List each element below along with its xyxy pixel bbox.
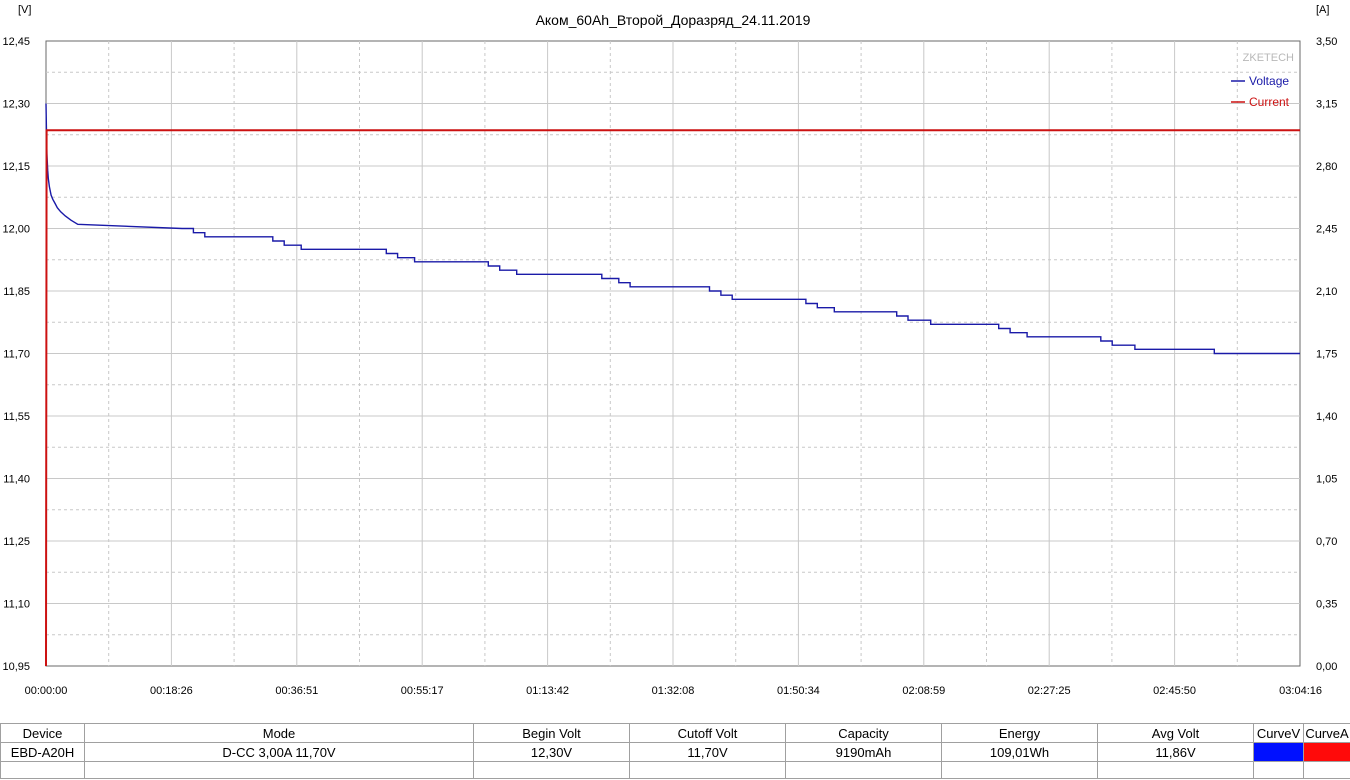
- header-mode: Mode: [84, 723, 474, 743]
- y-right-tick-label: 1,40: [1316, 411, 1337, 423]
- cell-cutoff-volt: 11,70V: [629, 742, 786, 762]
- y-right-tick-label: 3,50: [1316, 36, 1337, 48]
- watermark: ZKETECH: [1243, 52, 1294, 64]
- y-left-tick-label: 12,45: [2, 36, 30, 48]
- y-left-tick-label: 12,00: [2, 224, 30, 236]
- y-left-tick-label: 11,55: [3, 411, 30, 423]
- y-right-tick-label: 1,75: [1316, 349, 1337, 361]
- header-curve-v: CurveV: [1253, 723, 1304, 743]
- curve-voltage-swatch[interactable]: [1253, 742, 1304, 762]
- cell-device: EBD-A20H: [0, 742, 85, 762]
- x-tick-labels: 00:00:00 00:18:26 00:36:51 00:55:17 01:13:42…: [25, 685, 1322, 697]
- curve-current-swatch[interactable]: [1303, 742, 1350, 762]
- table-row[interactable]: EBD-A20H D-CC 3,00A 11,70V 12,30V 11,70V…: [0, 742, 1350, 762]
- cell-energy: 109,01Wh: [941, 742, 1098, 762]
- x-tick-label: 01:13:42: [526, 685, 569, 697]
- legend-current-label: Current: [1249, 95, 1290, 109]
- y-right-tick-labels: 3,50 3,15 2,80 2,45 2,10 1,75 1,40 1,05 0,70 0,35…: [1316, 36, 1337, 673]
- header-capacity: Capacity: [785, 723, 942, 743]
- y-right-tick-label: 2,10: [1316, 286, 1337, 298]
- cell-capacity: 9190mAh: [785, 742, 942, 762]
- cell-mode: D-CC 3,00A 11,70V: [84, 742, 474, 762]
- y-right-tick-label: 0,35: [1316, 599, 1337, 611]
- discharge-chart: 12,45 12,30 12,15 12,00 11,85 11,70 11,55 11,40…: [2, 4, 1337, 697]
- y-right-tick-label: 0,00: [1316, 661, 1337, 673]
- voltage-series-line: [45, 103, 1300, 355]
- y-right-tick-label: 2,45: [1316, 224, 1337, 236]
- y-right-tick-label: 1,05: [1316, 474, 1337, 486]
- y-left-unit: [V]: [18, 4, 31, 16]
- x-tick-label: 03:04:16: [1279, 685, 1322, 697]
- chart-title: Аком_60Ah_Второй_Доразряд_24.11.2019: [536, 12, 811, 28]
- current-series-line: [45, 129, 1300, 667]
- header-cutoff-volt: Cutoff Volt: [629, 723, 786, 743]
- table-header-row: Device Mode Begin Volt Cutoff Volt Capac…: [0, 723, 1350, 743]
- series-lines: [45, 103, 1300, 667]
- y-left-tick-label: 11,25: [3, 536, 30, 548]
- y-left-tick-label: 12,15: [2, 161, 30, 173]
- y-right-tick-label: 3,15: [1316, 99, 1337, 111]
- y-left-tick-label: 10,95: [2, 661, 30, 673]
- x-tick-label: 00:36:51: [275, 685, 318, 697]
- y-right-unit: [A]: [1316, 4, 1329, 16]
- y-left-tick-label: 11,40: [3, 474, 30, 486]
- header-avg-volt: Avg Volt: [1097, 723, 1254, 743]
- grid-lines: [46, 41, 1300, 666]
- x-tick-label: 02:27:25: [1028, 685, 1071, 697]
- legend: Voltage Current: [1231, 74, 1290, 109]
- x-tick-label: 00:55:17: [401, 685, 444, 697]
- x-tick-label: 02:08:59: [902, 685, 945, 697]
- cell-avg-volt: 11,86V: [1097, 742, 1254, 762]
- x-tick-label: 01:50:34: [777, 685, 820, 697]
- y-left-tick-label: 11,85: [3, 286, 30, 298]
- summary-table-wrap: Device Mode Begin Volt Cutoff Volt Capac…: [0, 723, 1350, 780]
- y-left-tick-label: 11,70: [3, 349, 30, 361]
- legend-voltage-label: Voltage: [1249, 74, 1289, 88]
- x-tick-label: 00:18:26: [150, 685, 193, 697]
- y-right-tick-label: 0,70: [1316, 536, 1337, 548]
- summary-table: Device Mode Begin Volt Cutoff Volt Capac…: [0, 723, 1350, 779]
- table-empty-row: [0, 761, 1350, 779]
- header-curve-a: CurveA: [1303, 723, 1350, 743]
- header-device: Device: [0, 723, 85, 743]
- header-energy: Energy: [941, 723, 1098, 743]
- y-left-tick-label: 11,10: [3, 599, 30, 611]
- header-begin-volt: Begin Volt: [473, 723, 630, 743]
- x-tick-label: 00:00:00: [25, 685, 68, 697]
- y-right-tick-label: 2,80: [1316, 161, 1337, 173]
- y-left-tick-labels: 12,45 12,30 12,15 12,00 11,85 11,70 11,55 11,40…: [2, 36, 30, 673]
- y-left-tick-label: 12,30: [2, 99, 30, 111]
- x-tick-label: 01:32:08: [652, 685, 695, 697]
- x-tick-label: 02:45:50: [1153, 685, 1196, 697]
- cell-begin-volt: 12,30V: [473, 742, 630, 762]
